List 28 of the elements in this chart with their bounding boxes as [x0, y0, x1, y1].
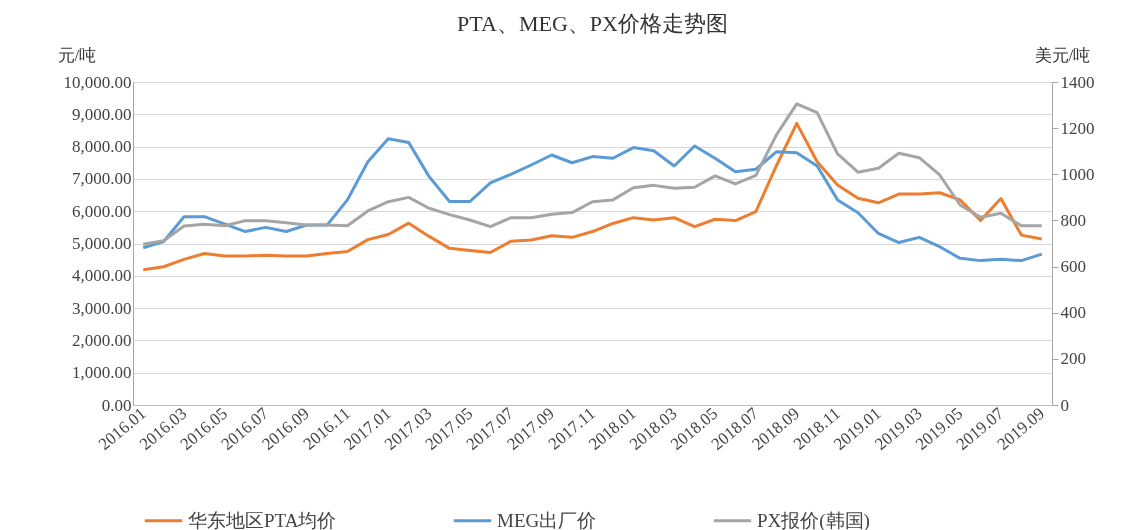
y2-tick-label: 200	[1060, 349, 1086, 369]
y-tick-label: 7,000.00	[72, 169, 132, 189]
y-tick-label: 3,000.00	[72, 298, 132, 318]
y-tick-label: 9,000.00	[72, 104, 132, 124]
legend-label: 华东地区PTA均价	[188, 509, 337, 530]
y-tick-label: 1,000.00	[72, 363, 132, 383]
y-axis-title: 元/吨	[57, 45, 97, 65]
y2-tick-label: 0	[1060, 395, 1069, 415]
line-series	[141, 102, 1044, 246]
y2-tick-label: 1200	[1060, 118, 1095, 138]
y2-tick-label: 1000	[1060, 164, 1095, 184]
y-tick-label: 10,000.00	[63, 72, 132, 92]
y-tick-label: 4,000.00	[72, 266, 132, 286]
y2-tick-label: 1400	[1060, 72, 1095, 92]
y-tick-label: 2,000.00	[72, 330, 132, 350]
y2-axis-title: 美元/吨	[1034, 45, 1091, 65]
y-tick-label: 5,000.00	[72, 234, 132, 253]
y2-tick-label: 600	[1060, 257, 1086, 277]
y-tick-label: 8,000.00	[72, 137, 132, 157]
line-series	[141, 137, 1044, 263]
y2-tick-label: 800	[1060, 210, 1086, 230]
legend-label: MEG出厂价	[497, 509, 597, 530]
chart-title: PTA、MEG、PX价格走势图	[457, 11, 728, 36]
y2-tick-label: 400	[1060, 303, 1086, 323]
line-series	[141, 121, 1044, 272]
y-tick-label: 6,000.00	[72, 201, 132, 221]
y-tick-label: 0.00	[101, 395, 132, 415]
legend-label: PX报价(韩国)	[757, 509, 870, 530]
